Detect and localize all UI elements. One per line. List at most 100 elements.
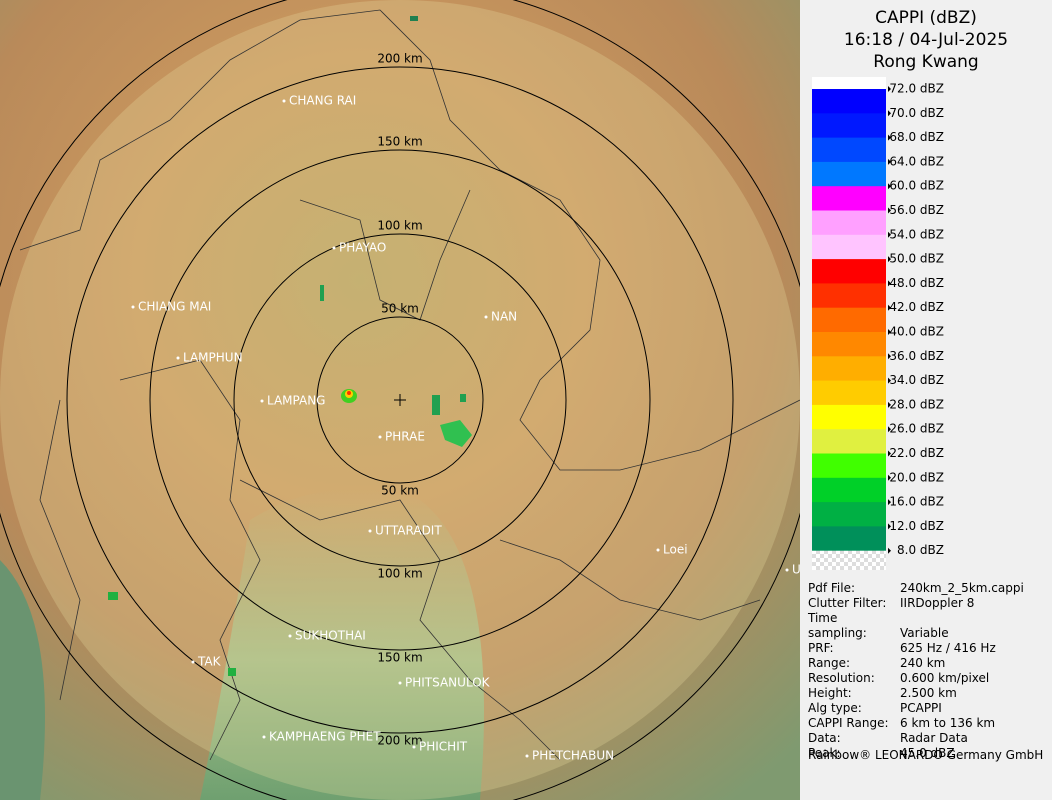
city-label: LAMPANG — [267, 394, 325, 408]
legend-swatch — [812, 186, 886, 211]
timestamp: 16:18 / 04-Jul-2025 — [843, 30, 1009, 50]
city-label: NAN — [491, 310, 517, 324]
legend-label: 36.0 dBZ — [889, 349, 944, 363]
city-dot — [412, 745, 416, 749]
city-label: U — [792, 563, 800, 577]
metadata-label: Range: — [808, 656, 851, 670]
city-label: CHIANG MAI — [138, 300, 211, 314]
legend-tick — [888, 426, 891, 433]
city-dot — [131, 305, 135, 309]
legend-tick — [888, 256, 891, 263]
metadata-row: Resolution: 0.600 km/pixel — [808, 671, 1024, 686]
city-dot — [785, 568, 789, 572]
legend-label: 16.0 dBZ — [889, 495, 944, 509]
legend-swatch — [812, 210, 886, 236]
legend-swatch — [812, 550, 886, 570]
legend-swatch — [812, 77, 886, 89]
station: Rong Kwang — [873, 52, 979, 72]
legend-swatch — [812, 89, 886, 114]
metadata-row: Alg type: PCAPPI — [808, 701, 1024, 716]
metadata-label: Pdf File: — [808, 581, 856, 595]
city-dot — [656, 548, 660, 552]
legend-label: 50.0 dBZ — [889, 252, 944, 266]
city-label: PHICHIT — [419, 740, 468, 754]
metadata-label: Clutter Filter: — [808, 596, 887, 610]
legend-swatch — [812, 307, 886, 333]
legend-label: 20.0 dBZ — [889, 470, 944, 484]
legend-label: 34.0 dBZ — [889, 373, 944, 387]
legend-swatch — [812, 429, 886, 454]
metadata-row: CAPPI Range: 6 km to 136 km — [808, 716, 1024, 731]
legend-label: 68.0 dBZ — [889, 130, 944, 144]
legend-tick — [888, 134, 891, 141]
city-label: TAK — [197, 655, 222, 669]
metadata-label: CAPPI Range: — [808, 716, 889, 730]
ring-label: 150 km — [377, 651, 422, 665]
city-dot — [262, 735, 266, 739]
city-label: PHITSANULOK — [405, 676, 491, 690]
city-dot — [260, 399, 264, 403]
city-dot — [176, 356, 180, 360]
ring-label: 150 km — [377, 135, 422, 149]
metadata-label: Peak: — [808, 746, 841, 760]
color-legend: 72.0 dBZ 70.0 dBZ 68.0 dBZ 64.0 dBZ 60.0 dBZ… — [812, 77, 944, 570]
legend-swatch — [812, 356, 886, 382]
metadata-label: Alg type: — [808, 701, 862, 715]
lowland — [200, 488, 484, 800]
metadata-value: IIRDoppler 8 — [900, 596, 975, 610]
legend-tick — [888, 158, 891, 165]
title: CAPPI (dBZ) — [875, 8, 977, 28]
legend-swatch — [812, 526, 886, 552]
range-labels: 50 km 100 km 150 km 200 km 50 km 100 km … — [377, 52, 422, 748]
legend-label: 28.0 dBZ — [889, 397, 944, 411]
lowland — [0, 560, 45, 800]
ring-label: 200 km — [377, 52, 422, 66]
city-label: UTTARADIT — [375, 524, 442, 538]
metadata-value: 2.500 km — [900, 686, 957, 700]
legend-swatch — [812, 502, 886, 527]
legend-swatch — [812, 380, 886, 406]
ring-label: 50 km — [381, 484, 419, 498]
legend-label: 40.0 dBZ — [889, 325, 944, 339]
metadata-value: Radar Data — [900, 731, 968, 745]
metadata-value: 240 km — [900, 656, 946, 670]
legend-swatch — [812, 332, 886, 357]
metadata-value: 625 Hz / 416 Hz — [900, 641, 996, 655]
metadata-row: PRF: 625 Hz / 416 Hz — [808, 641, 1024, 656]
legend-label: 56.0 dBZ — [889, 203, 944, 217]
metadata-label: Time sampling: — [808, 611, 867, 640]
legend-label: 26.0 dBZ — [889, 422, 944, 436]
radar-site — [394, 394, 406, 406]
legend-tick — [888, 329, 891, 335]
city-dot — [191, 660, 195, 664]
borders — [19, 9, 800, 761]
legend-label: 12.0 dBZ — [889, 519, 944, 533]
legend-label: 54.0 dBZ — [889, 227, 944, 241]
metadata-row: Clutter Filter: IIRDoppler 8 — [808, 596, 1024, 611]
city-label: CHANG RAI — [289, 94, 356, 108]
city-label: KAMPHAENG PHET — [269, 730, 381, 744]
city-dot — [282, 99, 286, 103]
metadata-row: Pdf File: 240km_2_5km.cappi — [808, 581, 1024, 596]
legend-swatch — [812, 234, 886, 260]
legend-label: 48.0 dBZ — [889, 276, 944, 290]
range-rings — [0, 0, 800, 800]
city-dot — [378, 435, 382, 439]
legend-swatch — [812, 477, 886, 503]
legend-tick — [888, 377, 891, 384]
city-dot — [525, 754, 529, 758]
ring-label: 50 km — [381, 302, 419, 316]
metadata-value: 240km_2_5km.cappi — [900, 581, 1024, 595]
legend-tick — [888, 183, 891, 190]
ring-label: 200 km — [377, 734, 422, 748]
city-dot — [368, 529, 372, 533]
legend-label: 64.0 dBZ — [889, 154, 944, 168]
metadata-label: PRF: — [808, 641, 834, 655]
legend-swatch — [812, 113, 886, 139]
city-dot — [484, 315, 488, 319]
metadata: Pdf File: 240km_2_5km.cappi Clutter Filter… — [808, 581, 1024, 761]
city-label: Loei — [663, 543, 688, 557]
legend-tick — [888, 547, 891, 554]
legend-tick — [888, 401, 891, 408]
